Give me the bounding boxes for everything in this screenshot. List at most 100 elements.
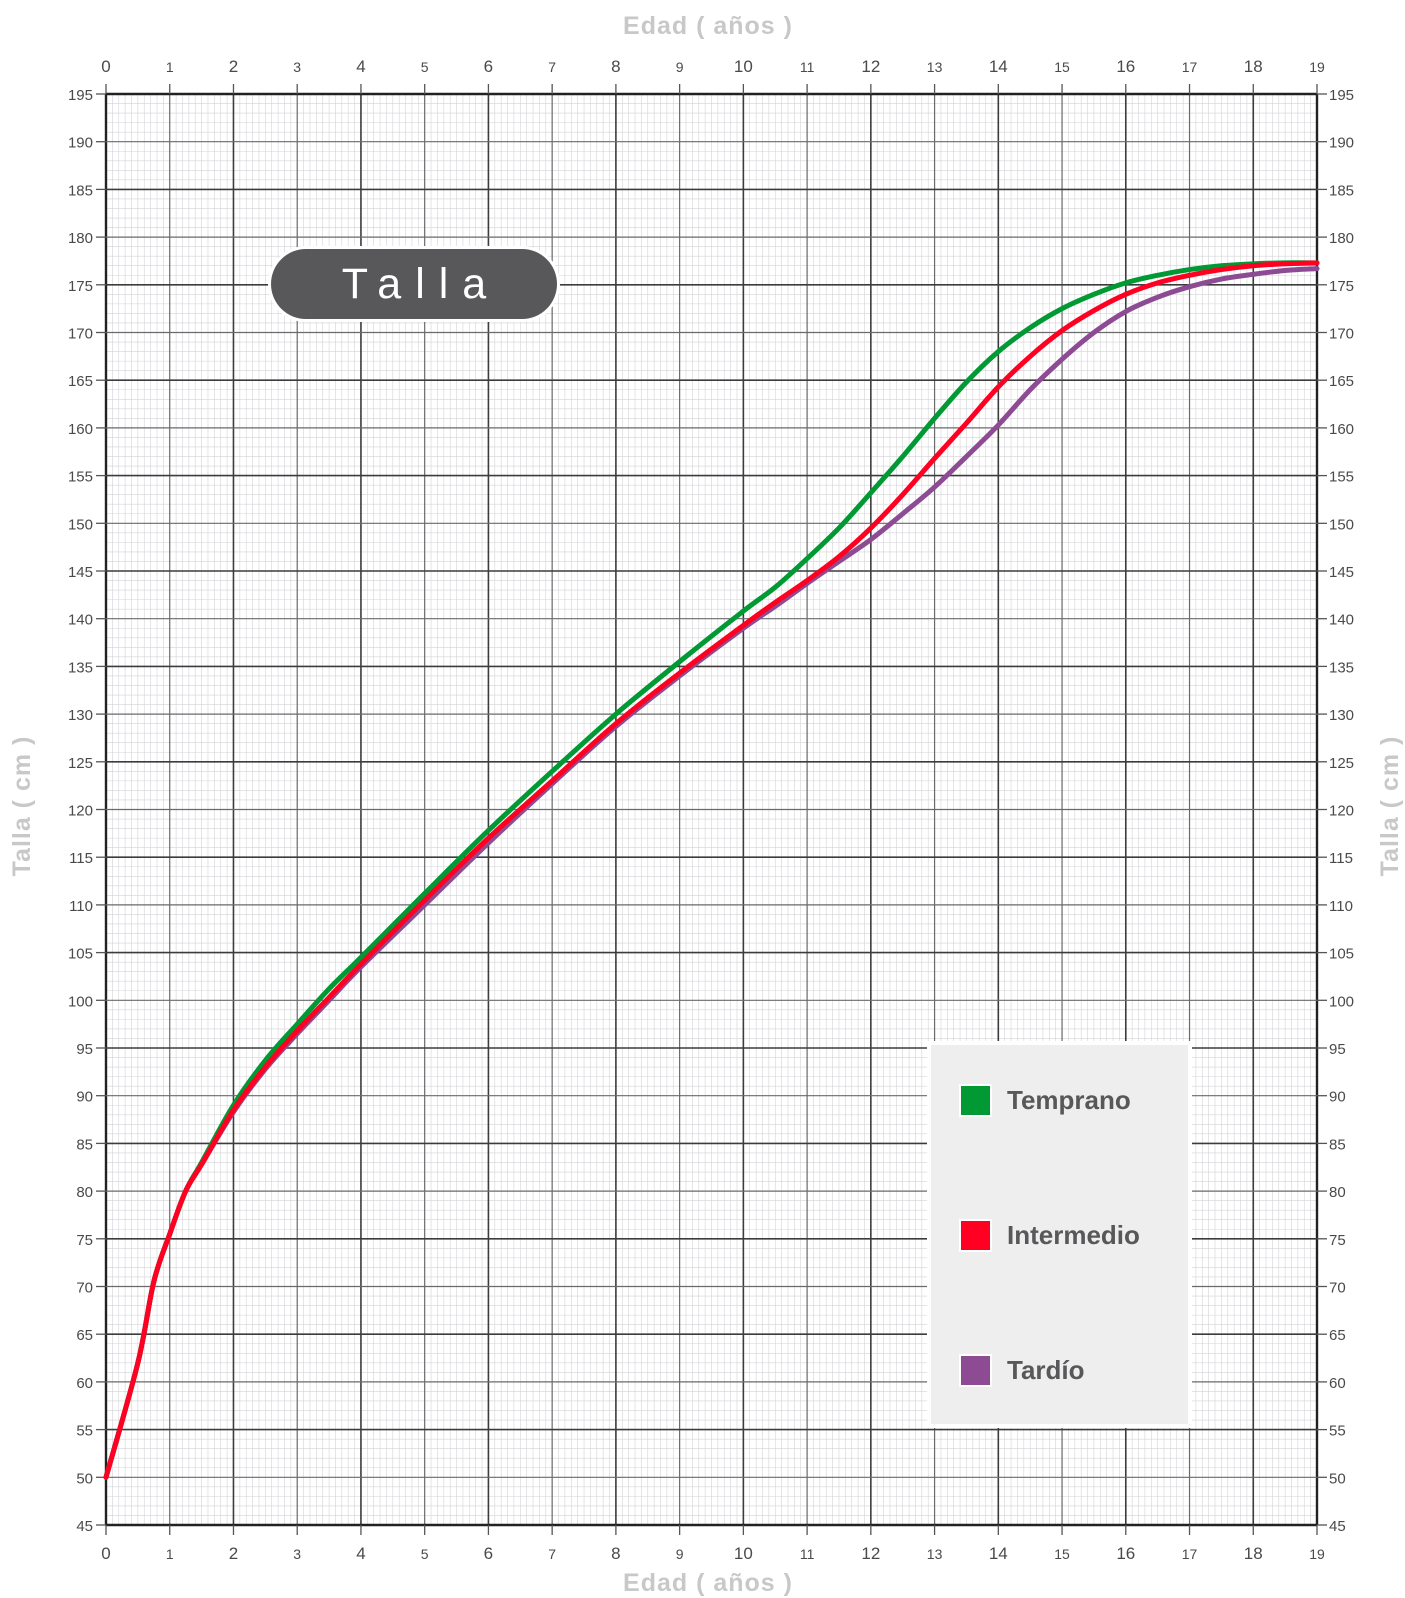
- y-tick-label-left: 100: [68, 993, 93, 1010]
- chart-title: Talla: [271, 249, 557, 319]
- y-tick-label-left: 165: [68, 373, 93, 390]
- x-tick-label-bottom: 1: [166, 1546, 174, 1562]
- y-tick-label-right: 120: [1329, 803, 1354, 820]
- y-tick-label-right: 180: [1329, 230, 1354, 247]
- y-tick-label-left: 80: [76, 1184, 93, 1201]
- y-tick-label-right: 80: [1329, 1184, 1346, 1201]
- x-tick-label-top: 8: [611, 57, 620, 76]
- y-tick-label-left: 55: [76, 1423, 93, 1440]
- tick-labels: 0011223344556677889910101111121213131414…: [68, 57, 1354, 1563]
- x-tick-label-bottom: 6: [484, 1544, 493, 1563]
- y-tick-label-right: 170: [1329, 326, 1354, 343]
- y-tick-label-left: 155: [68, 469, 93, 486]
- x-axis-title-top: Edad ( años ): [623, 12, 793, 40]
- y-tick-label-left: 95: [76, 1041, 93, 1058]
- y-tick-label-left: 85: [76, 1136, 93, 1153]
- chart-legend: Temprano Intermedio Tardío: [931, 1045, 1188, 1424]
- x-tick-label-bottom: 9: [676, 1546, 684, 1562]
- x-tick-label-top: 9: [676, 59, 684, 75]
- y-axis-title-right: Talla ( cm ): [1376, 736, 1404, 877]
- y-tick-label-left: 185: [68, 182, 93, 199]
- y-tick-label-left: 45: [76, 1518, 93, 1535]
- y-axis-title-left: Talla ( cm ): [8, 736, 36, 877]
- y-tick-label-right: 90: [1329, 1089, 1346, 1106]
- y-tick-label-right: 165: [1329, 373, 1354, 390]
- legend-label-temprano: Temprano: [1007, 1085, 1131, 1115]
- y-tick-label-right: 65: [1329, 1327, 1346, 1344]
- series-line-intermedio: [103, 260, 1320, 1480]
- y-tick-label-left: 125: [68, 755, 93, 772]
- y-tick-label-right: 115: [1329, 850, 1353, 867]
- x-tick-label-bottom: 11: [800, 1546, 815, 1562]
- x-tick-label-bottom: 7: [548, 1546, 556, 1562]
- legend-label-intermedio: Intermedio: [1007, 1220, 1140, 1250]
- x-tick-label-top: 17: [1182, 59, 1198, 75]
- x-tick-label-bottom: 10: [734, 1544, 753, 1563]
- x-tick-label-bottom: 5: [421, 1546, 429, 1562]
- y-tick-label-left: 60: [76, 1375, 93, 1392]
- legend-item-tardio: Tardío: [961, 1355, 1085, 1386]
- y-tick-label-left: 190: [68, 135, 93, 152]
- x-tick-label-top: 10: [734, 57, 753, 76]
- y-tick-label-right: 70: [1329, 1280, 1346, 1297]
- y-tick-label-right: 105: [1329, 946, 1354, 963]
- legend-swatch-intermedio: [961, 1221, 990, 1250]
- y-tick-label-left: 75: [76, 1232, 93, 1249]
- y-tick-label-left: 110: [69, 898, 93, 915]
- x-tick-label-bottom: 0: [101, 1544, 110, 1563]
- y-tick-label-right: 130: [1329, 707, 1354, 724]
- y-tick-label-right: 50: [1329, 1470, 1346, 1487]
- y-tick-label-right: 140: [1329, 612, 1354, 629]
- x-tick-label-bottom: 19: [1309, 1546, 1325, 1562]
- y-tick-label-right: 160: [1329, 421, 1354, 438]
- x-tick-label-bottom: 2: [229, 1544, 238, 1563]
- y-tick-label-left: 180: [68, 230, 93, 247]
- y-tick-label-left: 150: [68, 516, 93, 533]
- x-tick-label-bottom: 8: [611, 1544, 620, 1563]
- y-tick-label-left: 105: [68, 946, 93, 963]
- x-tick-label-top: 19: [1309, 59, 1325, 75]
- x-tick-label-top: 13: [927, 59, 943, 75]
- legend-label-tardio: Tardío: [1007, 1355, 1085, 1385]
- tick-marks: [96, 84, 1327, 1535]
- y-tick-label-left: 115: [69, 850, 93, 867]
- y-tick-label-right: 45: [1329, 1518, 1346, 1535]
- y-tick-label-left: 70: [76, 1280, 93, 1297]
- y-tick-label-left: 135: [68, 659, 93, 676]
- x-tick-label-top: 12: [861, 57, 880, 76]
- x-tick-label-bottom: 3: [293, 1546, 301, 1562]
- x-tick-label-top: 4: [356, 57, 365, 76]
- x-tick-label-top: 2: [229, 57, 238, 76]
- y-tick-label-right: 95: [1329, 1041, 1346, 1058]
- y-tick-label-right: 100: [1329, 993, 1354, 1010]
- y-tick-label-right: 75: [1329, 1232, 1346, 1249]
- y-tick-label-left: 140: [68, 612, 93, 629]
- x-tick-label-top: 0: [101, 57, 110, 76]
- x-tick-label-bottom: 16: [1116, 1544, 1135, 1563]
- y-tick-label-right: 145: [1329, 564, 1354, 581]
- y-tick-label-right: 135: [1329, 659, 1354, 676]
- legend-item-intermedio: Intermedio: [961, 1220, 1140, 1251]
- x-tick-label-bottom: 14: [989, 1544, 1008, 1563]
- legend-item-temprano: Temprano: [961, 1085, 1131, 1116]
- y-tick-label-right: 195: [1329, 87, 1354, 104]
- x-tick-label-top: 7: [548, 59, 556, 75]
- x-tick-label-top: 6: [484, 57, 493, 76]
- x-tick-label-top: 3: [293, 59, 301, 75]
- y-tick-label-right: 85: [1329, 1136, 1346, 1153]
- y-tick-label-left: 120: [68, 803, 93, 820]
- x-tick-label-bottom: 17: [1182, 1546, 1198, 1562]
- legend-swatch-tardio: [961, 1356, 990, 1385]
- y-tick-label-right: 55: [1329, 1423, 1346, 1440]
- y-tick-label-left: 175: [68, 278, 93, 295]
- x-tick-label-bottom: 18: [1244, 1544, 1263, 1563]
- y-tick-label-right: 175: [1329, 278, 1354, 295]
- y-tick-label-left: 170: [68, 326, 93, 343]
- y-tick-label-right: 110: [1329, 898, 1353, 915]
- y-tick-label-right: 185: [1329, 182, 1354, 199]
- x-tick-label-bottom: 15: [1054, 1546, 1070, 1562]
- x-tick-label-top: 18: [1244, 57, 1263, 76]
- y-tick-label-left: 145: [68, 564, 93, 581]
- x-tick-label-bottom: 13: [927, 1546, 943, 1562]
